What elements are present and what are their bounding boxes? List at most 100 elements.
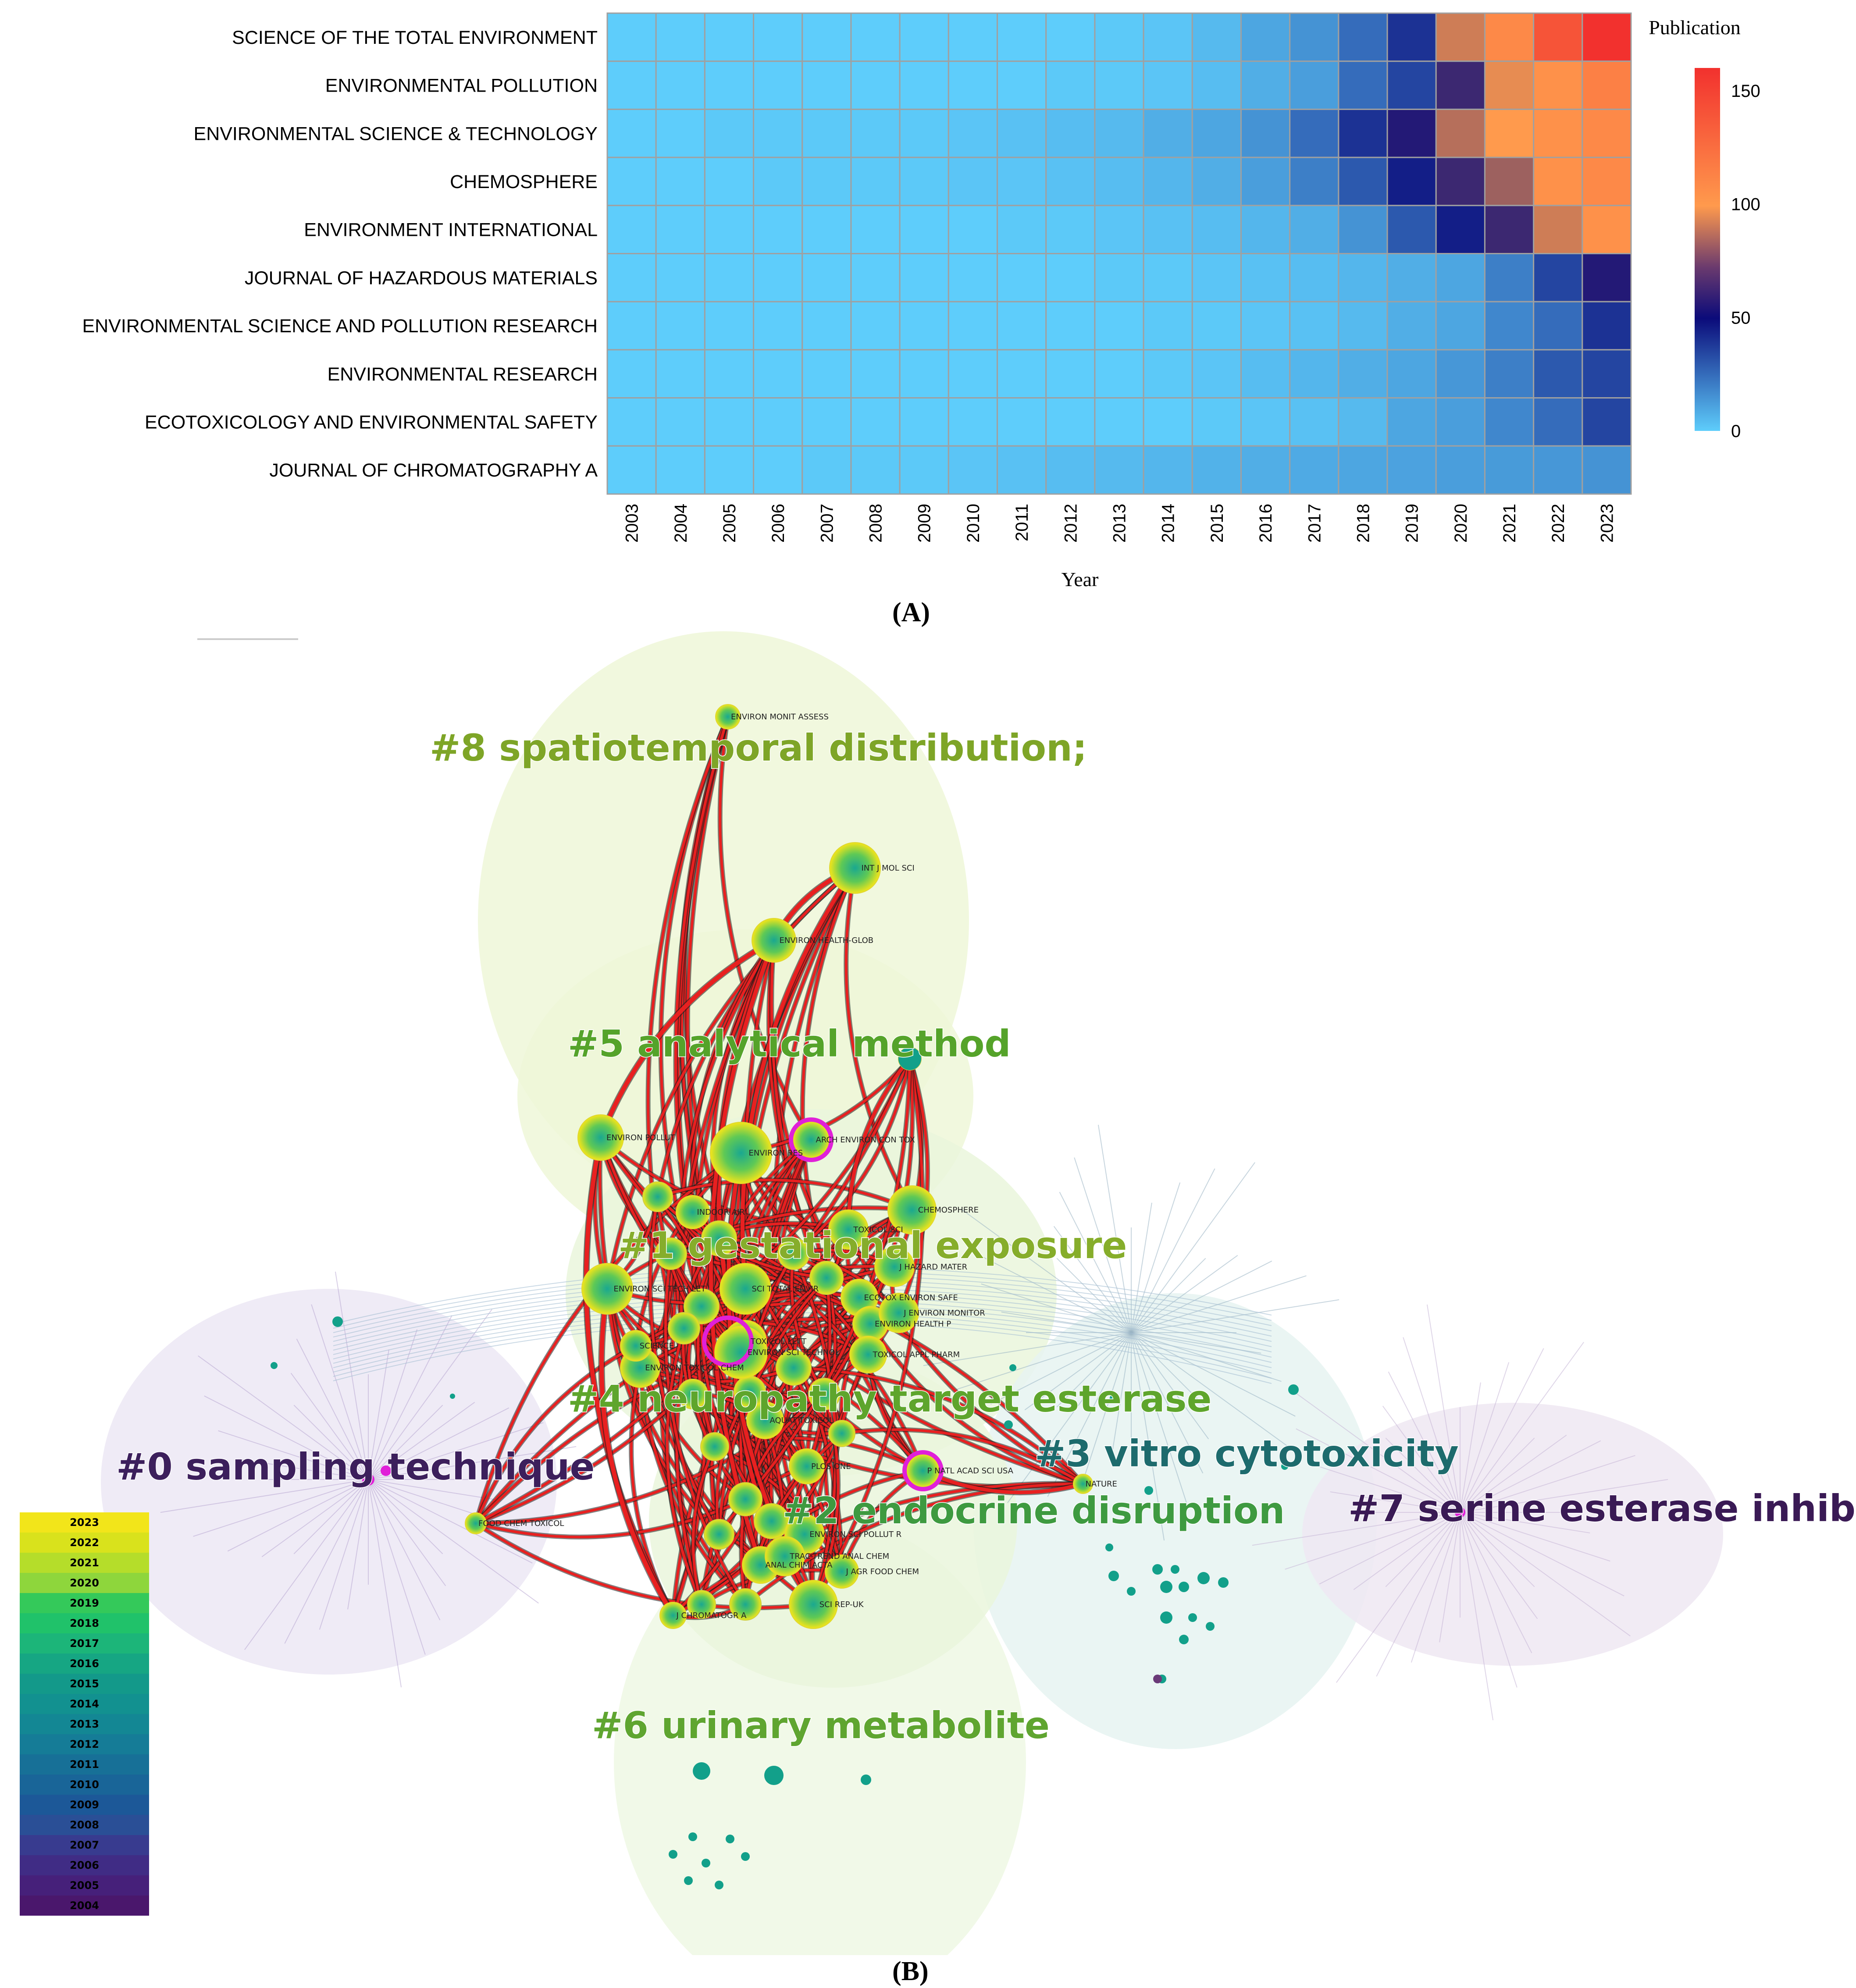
journal-node xyxy=(715,1881,723,1889)
faint-citation-line xyxy=(1460,1479,1668,1513)
timeline-year-label: 2016 xyxy=(70,1657,99,1670)
heatmap-cell xyxy=(1484,253,1535,302)
heatmap-cell xyxy=(1484,301,1535,351)
heatmap-cell xyxy=(1240,12,1291,62)
journal-node xyxy=(776,1350,812,1386)
heatmap-cell xyxy=(1240,205,1291,254)
heatmap-cell xyxy=(1386,108,1437,158)
heatmap-cell xyxy=(704,445,755,495)
faint-citation-line xyxy=(1056,1258,1132,1333)
cluster-label: #0 sampling technique xyxy=(116,1445,595,1488)
heatmap-cell xyxy=(1289,108,1339,158)
cluster-label: #7 serine esterase inhibito xyxy=(1348,1487,1856,1530)
timeline-swatch xyxy=(20,1855,149,1875)
faint-citation-line xyxy=(1056,1332,1132,1408)
journal-node xyxy=(669,1850,677,1859)
timeline-swatch xyxy=(20,1694,149,1714)
citation-edge xyxy=(606,1206,912,1290)
heatmap-cell xyxy=(1094,205,1144,254)
heatmap-cell xyxy=(1289,60,1339,110)
heatmap-cell xyxy=(606,156,657,206)
heatmap-cell xyxy=(606,12,657,62)
journal-node xyxy=(1004,1420,1013,1429)
journal-node xyxy=(825,1554,859,1589)
journal-node xyxy=(1108,1571,1119,1581)
node-label: TOXICOL APPL PHARM xyxy=(873,1350,960,1359)
journal-node xyxy=(1206,1622,1215,1631)
heatmap-cell xyxy=(753,301,803,351)
heatmap-cell xyxy=(1143,60,1193,110)
faint-citation-line xyxy=(368,1479,446,1586)
heatmap-cell xyxy=(948,253,998,302)
heatmap-cell xyxy=(899,253,949,302)
heatmap-cell xyxy=(606,60,657,110)
journal-node xyxy=(465,1512,487,1534)
heatmap-cell xyxy=(948,445,998,495)
heatmap-cell xyxy=(1338,12,1388,62)
citation-edge xyxy=(740,1367,795,1605)
cluster-region xyxy=(101,1289,557,1675)
faint-citation-line xyxy=(1460,1512,1535,1587)
node-label: ENVIRON MONIT ASSESS xyxy=(731,712,829,722)
cluster-label: #4 neuropathy target esterase xyxy=(568,1377,1211,1420)
node-label: J HAZARD MATER xyxy=(899,1263,967,1272)
burst-ring xyxy=(902,1450,944,1491)
journal-node xyxy=(829,842,881,894)
heatmap-cell xyxy=(655,156,705,206)
faint-citation-line xyxy=(1131,1332,1282,1382)
burst-ring xyxy=(789,1117,834,1162)
journal-node xyxy=(752,918,796,963)
year-label: 2017 xyxy=(1305,504,1324,543)
faint-citation-line xyxy=(160,1479,369,1513)
heatmap-cell xyxy=(606,253,657,302)
faint-citation-line xyxy=(368,1405,443,1480)
panel-label-a: (A) xyxy=(892,597,930,627)
heatmap-cell xyxy=(606,205,657,254)
heatmap-cell xyxy=(948,12,998,62)
heatmap-cell xyxy=(753,156,803,206)
year-label: 2004 xyxy=(671,504,691,543)
node-label: INDOOR AIR xyxy=(697,1208,745,1217)
heatmap-cell xyxy=(997,445,1047,495)
faint-citation-line xyxy=(1330,1491,1461,1513)
citation-edge xyxy=(719,716,812,1141)
heatmap-cell xyxy=(850,397,901,447)
journal-node xyxy=(271,1362,278,1369)
node-label: TOXICOL LETT xyxy=(750,1337,807,1346)
heatmap-cell xyxy=(1386,301,1437,351)
journal-node xyxy=(1009,1364,1016,1371)
heatmap-cell xyxy=(606,445,657,495)
faint-citation-line xyxy=(1460,1512,1538,1619)
year-label: 2020 xyxy=(1451,504,1471,543)
timeline-year-label: 2019 xyxy=(70,1597,99,1609)
journal-node xyxy=(828,1420,855,1447)
journal-node xyxy=(676,1195,710,1229)
faint-citation-line xyxy=(1460,1382,1481,1513)
timeline-swatch xyxy=(20,1896,149,1916)
faint-citation-line xyxy=(1290,1388,1461,1513)
journal-node xyxy=(764,1766,784,1785)
journal-label: ECOTOXICOLOGY AND ENVIRONMENTAL SAFETY xyxy=(145,412,598,433)
year-label: 2022 xyxy=(1549,504,1568,543)
heatmap-cell xyxy=(1338,445,1388,495)
faint-citation-line xyxy=(1319,1512,1461,1585)
heatmap-cell xyxy=(850,349,901,399)
faint-citation-line xyxy=(218,1430,369,1480)
journal-node xyxy=(668,1312,700,1344)
journal-node xyxy=(874,1247,915,1287)
faint-citation-line xyxy=(1382,1405,1461,1513)
heatmap-cell xyxy=(1240,253,1291,302)
node-label: INT J MOL SCI xyxy=(862,864,915,873)
journal-node xyxy=(1127,1587,1136,1596)
heatmap-cell xyxy=(1240,445,1291,495)
heatmap-cell xyxy=(1143,108,1193,158)
faint-citation-line xyxy=(368,1479,519,1529)
timeline-year-label: 2017 xyxy=(70,1637,99,1650)
faint-citation-line xyxy=(923,1332,1132,1366)
journal-node xyxy=(1455,1507,1465,1518)
heatmap-cell xyxy=(850,445,901,495)
heatmap-cell xyxy=(850,301,901,351)
year-label: 2013 xyxy=(1110,504,1129,543)
faint-citation-line xyxy=(204,1395,369,1480)
legend-tick: 100 xyxy=(1731,195,1760,214)
